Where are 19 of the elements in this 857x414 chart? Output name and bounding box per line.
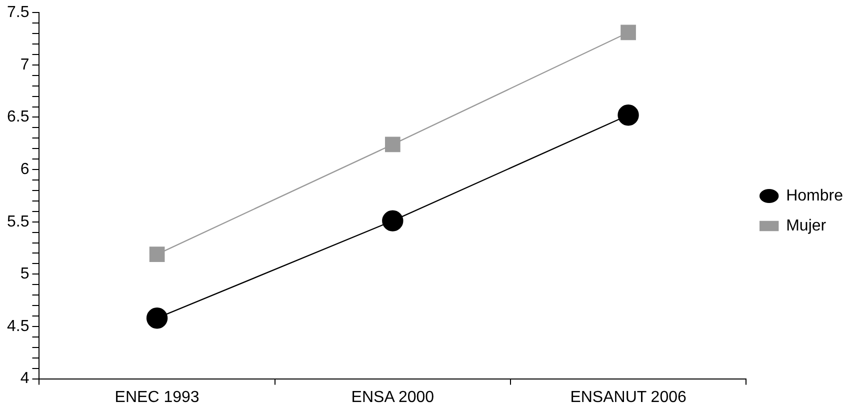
x-tick-label: ENSA 2000 (351, 388, 434, 406)
y-tick-label: 4.5 (6, 318, 30, 335)
y-tick-label: 7.5 (6, 4, 30, 22)
point (618, 104, 639, 126)
point (149, 246, 165, 262)
y-tick-label: 6 (20, 160, 30, 178)
point (382, 210, 404, 232)
point (146, 308, 168, 329)
legend-label: Hombre (786, 187, 844, 204)
x-tick-label: ENEC 1993 (114, 388, 200, 406)
y-tick-label: 6.5 (6, 108, 30, 126)
point (620, 24, 636, 40)
point (384, 136, 400, 152)
y-tick-label: 5 (20, 266, 30, 283)
y-tick-label: 7 (20, 56, 30, 74)
legend-label: Mujer (786, 217, 827, 234)
y-tick-label: 5.5 (6, 213, 30, 230)
x-tick-label: ENSANUT 2006 (570, 388, 686, 406)
y-tick-label: 4 (20, 370, 30, 388)
